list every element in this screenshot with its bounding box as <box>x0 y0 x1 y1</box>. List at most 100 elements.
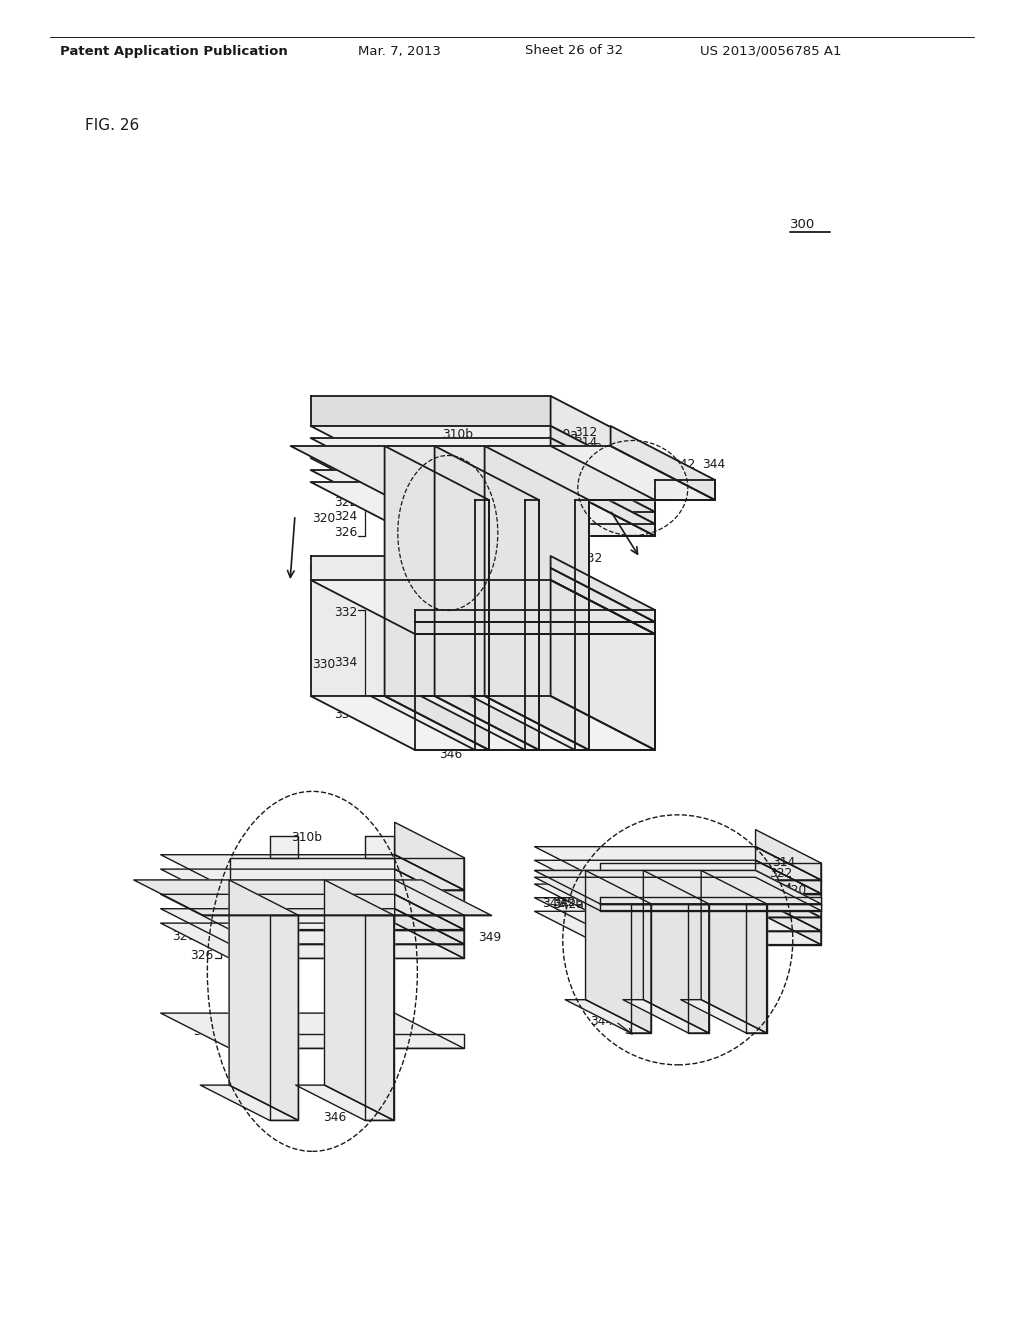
Text: 342: 342 <box>543 898 565 911</box>
Text: 314: 314 <box>772 855 796 869</box>
Polygon shape <box>201 1085 298 1121</box>
Text: 324: 324 <box>769 882 792 895</box>
Text: 312: 312 <box>187 891 211 904</box>
Polygon shape <box>394 869 464 915</box>
Polygon shape <box>310 426 655 480</box>
Polygon shape <box>600 894 821 904</box>
Polygon shape <box>551 579 655 750</box>
Polygon shape <box>681 999 767 1034</box>
Text: FIG. 26: FIG. 26 <box>85 117 139 132</box>
Polygon shape <box>756 870 821 917</box>
Polygon shape <box>631 904 651 1034</box>
Text: 320: 320 <box>311 511 335 524</box>
Polygon shape <box>600 863 821 880</box>
Polygon shape <box>551 470 655 536</box>
Polygon shape <box>600 917 821 931</box>
Polygon shape <box>161 869 464 904</box>
Polygon shape <box>525 500 539 750</box>
Text: 326: 326 <box>189 949 213 962</box>
Text: 310a: 310a <box>551 874 582 887</box>
Text: 326: 326 <box>334 527 357 540</box>
Polygon shape <box>394 822 464 890</box>
Text: 324: 324 <box>189 928 213 941</box>
Polygon shape <box>394 908 464 958</box>
Polygon shape <box>565 999 651 1034</box>
Polygon shape <box>365 915 394 1121</box>
Polygon shape <box>551 458 655 524</box>
Text: 342b: 342b <box>553 896 584 909</box>
Text: 322: 322 <box>580 442 603 455</box>
Polygon shape <box>415 634 655 750</box>
Polygon shape <box>415 480 655 492</box>
Polygon shape <box>415 622 655 634</box>
Polygon shape <box>535 878 821 911</box>
Text: 326: 326 <box>580 473 603 486</box>
Polygon shape <box>610 426 715 500</box>
Polygon shape <box>756 898 821 945</box>
Text: 314: 314 <box>574 436 598 449</box>
Polygon shape <box>310 556 551 696</box>
Text: 310: 310 <box>520 436 544 449</box>
Polygon shape <box>415 512 655 524</box>
Polygon shape <box>688 904 709 1034</box>
Text: 344: 344 <box>591 1015 613 1028</box>
Polygon shape <box>623 999 709 1034</box>
Text: 312: 312 <box>574 425 598 438</box>
Text: Patent Application Publication: Patent Application Publication <box>60 45 288 58</box>
Polygon shape <box>551 446 655 512</box>
Text: 334: 334 <box>334 656 357 669</box>
Polygon shape <box>325 880 394 1121</box>
Text: 342a: 342a <box>553 898 584 911</box>
Polygon shape <box>756 861 821 904</box>
Polygon shape <box>600 880 821 894</box>
Polygon shape <box>230 904 464 915</box>
Polygon shape <box>570 446 675 500</box>
Polygon shape <box>535 846 821 880</box>
Polygon shape <box>551 426 655 492</box>
Text: 310b: 310b <box>291 830 322 843</box>
Polygon shape <box>655 480 715 500</box>
Text: US 2013/0056785 A1: US 2013/0056785 A1 <box>700 45 842 58</box>
Polygon shape <box>551 568 655 634</box>
Polygon shape <box>230 944 464 958</box>
Polygon shape <box>310 446 655 500</box>
Polygon shape <box>394 895 464 944</box>
Text: 332: 332 <box>334 606 357 619</box>
Polygon shape <box>600 904 821 917</box>
Polygon shape <box>310 438 655 492</box>
Polygon shape <box>535 870 821 904</box>
Polygon shape <box>365 836 394 858</box>
Polygon shape <box>535 884 821 917</box>
Polygon shape <box>269 836 298 858</box>
Text: 336: 336 <box>580 655 603 668</box>
Polygon shape <box>291 446 675 500</box>
Polygon shape <box>161 880 464 915</box>
Polygon shape <box>415 500 655 512</box>
Polygon shape <box>161 908 464 944</box>
Text: 320: 320 <box>596 458 618 470</box>
Text: 330: 330 <box>596 605 618 618</box>
Polygon shape <box>551 438 655 500</box>
Text: 346: 346 <box>323 1111 346 1123</box>
Text: 322: 322 <box>189 912 213 925</box>
Polygon shape <box>701 870 767 1034</box>
Polygon shape <box>269 915 298 1121</box>
Text: 336: 336 <box>334 709 357 722</box>
Polygon shape <box>575 500 589 750</box>
Polygon shape <box>600 898 821 904</box>
Text: 342: 342 <box>672 458 695 470</box>
Text: 330: 330 <box>311 659 335 672</box>
Polygon shape <box>310 396 551 426</box>
Polygon shape <box>746 904 767 1034</box>
Polygon shape <box>230 915 464 929</box>
Text: 310a: 310a <box>547 428 578 441</box>
Polygon shape <box>310 568 655 622</box>
Polygon shape <box>756 884 821 931</box>
Polygon shape <box>230 890 464 904</box>
Polygon shape <box>296 1085 394 1121</box>
Polygon shape <box>643 870 709 1034</box>
Polygon shape <box>371 696 489 750</box>
Polygon shape <box>385 446 489 750</box>
Text: 344: 344 <box>702 458 725 471</box>
Text: 312: 312 <box>558 878 582 890</box>
